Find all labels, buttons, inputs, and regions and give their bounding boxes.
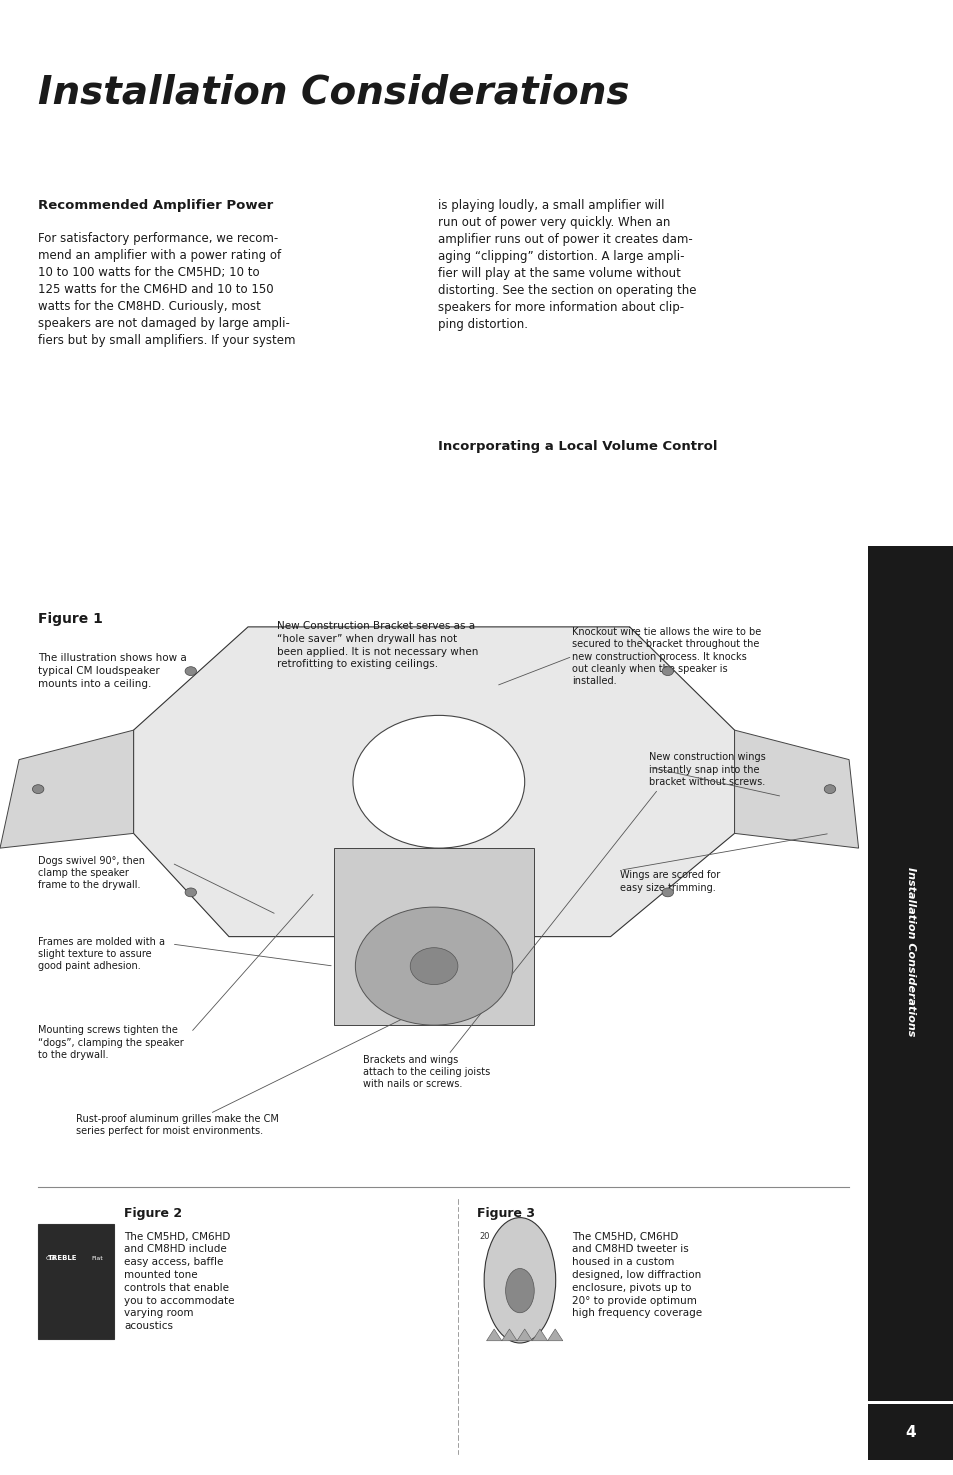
- Text: Wings are scored for
easy size trimming.: Wings are scored for easy size trimming.: [619, 870, 720, 892]
- Text: Incorporating a Local Volume Control: Incorporating a Local Volume Control: [437, 440, 717, 453]
- Text: Figure 1: Figure 1: [38, 612, 103, 625]
- Bar: [38, 1224, 114, 1339]
- Text: New construction wings
instantly snap into the
bracket without screws.: New construction wings instantly snap in…: [648, 752, 764, 788]
- Text: 20: 20: [478, 1232, 489, 1240]
- Ellipse shape: [185, 667, 196, 676]
- Ellipse shape: [823, 785, 835, 794]
- Text: Dogs swivel 90°, then
clamp the speaker
frame to the drywall.: Dogs swivel 90°, then clamp the speaker …: [38, 855, 145, 891]
- Bar: [867, 1404, 953, 1460]
- Ellipse shape: [661, 667, 673, 676]
- Ellipse shape: [505, 1268, 534, 1313]
- Polygon shape: [133, 627, 734, 937]
- Ellipse shape: [661, 888, 673, 897]
- Text: The CM5HD, CM6HD
and CM8HD tweeter is
housed in a custom
designed, low diffracti: The CM5HD, CM6HD and CM8HD tweeter is ho…: [572, 1232, 701, 1319]
- Text: Figure 2: Figure 2: [124, 1207, 182, 1220]
- Text: Installation Considerations: Installation Considerations: [905, 867, 915, 1035]
- Ellipse shape: [353, 715, 524, 848]
- Text: Brackets and wings
attach to the ceiling joists
with nails or screws.: Brackets and wings attach to the ceiling…: [362, 1055, 489, 1090]
- Text: For satisfactory performance, we recom-
mend an amplifier with a power rating of: For satisfactory performance, we recom- …: [38, 232, 295, 347]
- Text: Rust-proof aluminum grilles make the CM
series perfect for moist environments.: Rust-proof aluminum grilles make the CM …: [76, 1114, 279, 1136]
- Ellipse shape: [410, 947, 457, 985]
- Text: 4: 4: [904, 1425, 916, 1440]
- Polygon shape: [532, 1329, 547, 1341]
- Text: The illustration shows how a
typical CM loudspeaker
mounts into a ceiling.: The illustration shows how a typical CM …: [38, 653, 187, 689]
- Text: Flat: Flat: [91, 1255, 103, 1261]
- Ellipse shape: [185, 888, 196, 897]
- Polygon shape: [734, 730, 858, 848]
- Polygon shape: [486, 1329, 501, 1341]
- Text: Frames are molded with a
slight texture to assure
good paint adhesion.: Frames are molded with a slight texture …: [38, 937, 165, 972]
- Text: New Construction Bracket serves as a
“hole saver” when drywall has not
been appl: New Construction Bracket serves as a “ho…: [276, 621, 477, 670]
- Text: TREBLE: TREBLE: [49, 1255, 77, 1261]
- Text: The CM5HD, CM6HD
and CM8HD include
easy access, baffle
mounted tone
controls tha: The CM5HD, CM6HD and CM8HD include easy …: [124, 1232, 234, 1332]
- Text: Mounting screws tighten the
“dogs”, clamping the speaker
to the drywall.: Mounting screws tighten the “dogs”, clam…: [38, 1025, 184, 1061]
- Polygon shape: [547, 1329, 562, 1341]
- Polygon shape: [517, 1329, 532, 1341]
- Polygon shape: [0, 730, 133, 848]
- Ellipse shape: [355, 907, 513, 1025]
- Text: Cut: Cut: [46, 1255, 56, 1261]
- Text: Figure 3: Figure 3: [476, 1207, 535, 1220]
- Bar: [867, 546, 953, 1401]
- Polygon shape: [334, 848, 534, 1025]
- Ellipse shape: [483, 1217, 555, 1342]
- Text: Installation Considerations: Installation Considerations: [38, 74, 629, 112]
- Ellipse shape: [32, 785, 44, 794]
- Text: is playing loudly, a small amplifier will
run out of power very quickly. When an: is playing loudly, a small amplifier wil…: [437, 199, 696, 330]
- Polygon shape: [501, 1329, 517, 1341]
- Text: Recommended Amplifier Power: Recommended Amplifier Power: [38, 199, 274, 212]
- Text: Knockout wire tie allows the wire to be
secured to the bracket throughout the
ne: Knockout wire tie allows the wire to be …: [572, 627, 760, 686]
